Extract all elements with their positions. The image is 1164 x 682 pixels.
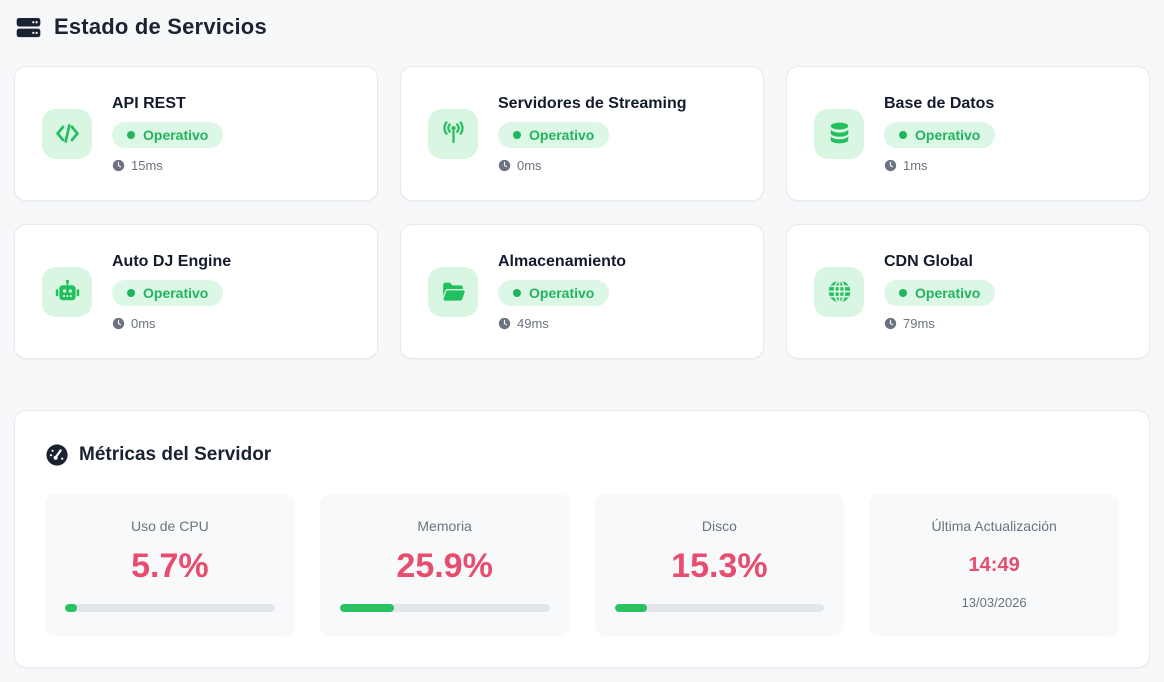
folder-open-icon — [428, 266, 478, 317]
metric-label: Uso de CPU — [130, 518, 209, 534]
latency-value: 79ms — [903, 315, 935, 331]
service-name: API REST — [112, 94, 186, 112]
clock-icon — [498, 159, 511, 172]
status-label: Operativo — [915, 126, 981, 143]
status-dot-icon — [127, 288, 135, 297]
disk-progress-bar — [614, 604, 825, 612]
latency-row: 79ms — [884, 316, 935, 331]
clock-icon — [112, 317, 125, 330]
database-icon — [814, 108, 864, 159]
status-label: Operativo — [915, 284, 981, 301]
latency-row: 1ms — [884, 158, 928, 173]
page-header: Estado de Servicios — [14, 10, 1150, 44]
status-badge: Operativo — [884, 279, 996, 306]
service-name: Auto DJ Engine — [112, 252, 232, 270]
latency-value: 1ms — [903, 157, 928, 173]
service-card-streaming: Servidores de Streaming Operativo 0ms — [400, 66, 764, 201]
last-update-date: 13/03/2026 — [961, 595, 1027, 610]
status-label: Operativo — [143, 126, 209, 143]
memory-progress-bar — [339, 604, 550, 612]
latency-value: 49ms — [517, 315, 549, 331]
latency-row: 15ms — [112, 158, 163, 173]
disk-progress-fill — [614, 604, 647, 612]
clock-icon — [112, 159, 125, 172]
status-badge: Operativo — [498, 121, 610, 148]
clock-icon — [884, 159, 897, 172]
metric-label: Última Actualización — [931, 518, 1057, 534]
robot-icon — [42, 266, 92, 317]
status-dot-icon — [899, 288, 907, 297]
latency-row: 0ms — [498, 158, 542, 173]
metric-card-memory: Memoria 25.9% — [319, 494, 570, 636]
services-grid: API REST Operativo 15ms — [14, 66, 1150, 359]
metric-label: Disco — [701, 518, 737, 534]
last-update-time: 14:49 — [968, 554, 1020, 576]
metric-card-disk: Disco 15.3% — [594, 494, 845, 636]
service-card-autodj: Auto DJ Engine Operativo 0ms — [14, 224, 378, 359]
metric-card-cpu: Uso de CPU 5.7% — [45, 494, 295, 636]
status-label: Operativo — [529, 284, 595, 301]
metric-value: 15.3% — [671, 547, 768, 585]
latency-value: 0ms — [517, 157, 542, 173]
service-name: CDN Global — [884, 252, 973, 270]
service-name: Base de Datos — [884, 94, 995, 112]
service-card-storage: Almacenamiento Operativo 49ms — [400, 224, 764, 359]
metric-card-last-update: Última Actualización 14:49 13/03/2026 — [869, 494, 1119, 636]
service-name: Almacenamiento — [498, 252, 627, 270]
metric-value: 5.7% — [131, 547, 209, 585]
latency-row: 0ms — [112, 316, 156, 331]
service-name: Servidores de Streaming — [498, 94, 687, 112]
service-card-cdn: CDN Global Operativo 79ms — [786, 224, 1150, 359]
service-card-api-rest: API REST Operativo 15ms — [14, 66, 378, 201]
cpu-progress-fill — [65, 604, 77, 612]
clock-icon — [498, 317, 511, 330]
code-icon — [42, 108, 92, 159]
metrics-panel: Métricas del Servidor Uso de CPU 5.7% Me… — [14, 410, 1150, 668]
globe-icon — [814, 266, 864, 317]
clock-icon — [884, 317, 897, 330]
status-dot-icon — [899, 130, 907, 139]
latency-value: 0ms — [131, 315, 156, 331]
status-label: Operativo — [143, 284, 209, 301]
latency-row: 49ms — [498, 316, 549, 331]
status-badge: Operativo — [112, 279, 224, 306]
status-label: Operativo — [529, 126, 595, 143]
status-badge: Operativo — [498, 279, 610, 306]
metrics-header: Métricas del Servidor — [45, 443, 1119, 467]
cpu-progress-bar — [65, 604, 275, 612]
status-dot-icon — [513, 288, 521, 297]
metric-label: Memoria — [417, 518, 472, 534]
service-card-database: Base de Datos Operativo 1ms — [786, 66, 1150, 201]
status-badge: Operativo — [884, 121, 996, 148]
memory-progress-fill — [339, 604, 395, 612]
latency-value: 15ms — [131, 157, 163, 173]
server-stack-icon — [14, 14, 43, 41]
status-badge: Operativo — [112, 121, 224, 148]
metrics-title: Métricas del Servidor — [79, 444, 272, 465]
status-dot-icon — [513, 130, 521, 139]
page-title: Estado de Servicios — [54, 14, 267, 39]
status-dot-icon — [127, 130, 135, 139]
metrics-grid: Uso de CPU 5.7% Memoria 25.9% Disco 15.3… — [45, 494, 1119, 636]
gauge-icon — [45, 443, 69, 467]
metric-value: 25.9% — [396, 547, 493, 585]
broadcast-icon — [428, 108, 478, 159]
